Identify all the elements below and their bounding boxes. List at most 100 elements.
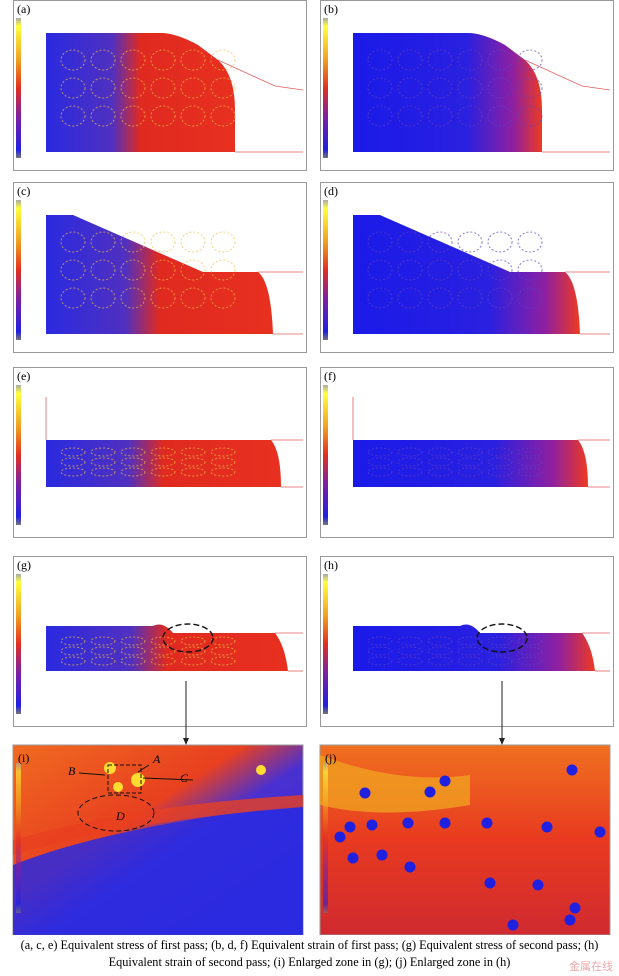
mesh-pattern — [397, 287, 423, 309]
mesh-pattern — [487, 77, 513, 99]
die-outline — [217, 59, 304, 91]
panel-label: (e) — [17, 369, 30, 383]
mesh-pattern — [180, 77, 206, 99]
mesh-pattern — [90, 231, 116, 253]
colorbar — [323, 574, 328, 714]
panel: (b) — [320, 0, 614, 171]
mesh-pattern — [180, 105, 206, 127]
mesh-pattern — [517, 231, 543, 253]
mesh-pattern — [397, 105, 423, 127]
mesh-pattern — [150, 656, 176, 666]
yellow-node — [113, 782, 123, 792]
colorbar — [323, 18, 328, 158]
mesh-pattern — [150, 467, 176, 477]
mesh-pattern — [210, 231, 236, 253]
mesh-pattern — [367, 457, 393, 467]
zoom-panel: (j) — [319, 744, 611, 935]
mesh-pattern — [427, 287, 453, 309]
mesh-pattern — [60, 447, 86, 457]
mesh-pattern — [517, 259, 543, 281]
box-a — [107, 764, 142, 794]
mesh-pattern — [210, 646, 236, 656]
mesh-pattern — [397, 77, 423, 99]
mesh-pattern — [457, 656, 483, 666]
workpiece — [46, 440, 281, 487]
mesh-pattern — [367, 231, 393, 253]
mesh-pattern — [457, 646, 483, 656]
mesh-pattern — [210, 77, 236, 99]
mesh-pattern — [457, 105, 483, 127]
mesh-pattern — [60, 287, 86, 309]
blue-node — [594, 826, 606, 838]
blue-node — [439, 775, 451, 787]
mesh-pattern — [457, 77, 483, 99]
mesh-pattern — [517, 49, 543, 71]
arrowhead — [183, 738, 189, 745]
mesh-pattern — [180, 646, 206, 656]
workpiece — [46, 33, 235, 152]
mesh-pattern — [60, 467, 86, 477]
mesh-pattern — [90, 49, 116, 71]
blue-node — [334, 831, 346, 843]
mesh-pattern — [457, 231, 483, 253]
mesh-pattern — [150, 646, 176, 656]
mesh-pattern — [120, 105, 146, 127]
mesh-pattern — [457, 447, 483, 457]
mesh-pattern — [150, 231, 176, 253]
mesh-pattern — [120, 636, 146, 646]
mesh-pattern — [427, 467, 453, 477]
mesh-pattern — [367, 259, 393, 281]
mesh-pattern — [427, 259, 453, 281]
mesh-pattern — [427, 105, 453, 127]
mesh-pattern — [367, 49, 393, 71]
mesh-pattern — [487, 231, 513, 253]
mesh-pattern — [427, 636, 453, 646]
mesh-pattern — [397, 447, 423, 457]
panel: (f) — [320, 367, 614, 538]
mesh-pattern — [367, 467, 393, 477]
mesh-pattern — [457, 457, 483, 467]
mesh-pattern — [517, 467, 543, 477]
mesh-pattern — [180, 636, 206, 646]
mesh-pattern — [180, 457, 206, 467]
colorbar — [16, 763, 21, 913]
mesh-pattern — [60, 259, 86, 281]
mesh-pattern — [457, 467, 483, 477]
mesh-pattern — [90, 467, 116, 477]
workpiece — [353, 33, 542, 152]
zoom-ellipse — [476, 623, 528, 653]
mesh-pattern — [487, 636, 513, 646]
mesh-pattern — [487, 467, 513, 477]
annotation: D — [115, 809, 125, 823]
mesh-pattern — [517, 105, 543, 127]
mesh-pattern — [90, 105, 116, 127]
mesh-pattern — [180, 287, 206, 309]
blue-node — [484, 877, 496, 889]
blue-node — [439, 817, 451, 829]
annotation: C — [180, 771, 189, 785]
mesh-pattern — [517, 77, 543, 99]
mesh-pattern — [210, 105, 236, 127]
mesh-pattern — [60, 77, 86, 99]
annotation: B — [68, 764, 76, 778]
mesh-pattern — [120, 77, 146, 99]
mesh-pattern — [367, 105, 393, 127]
blue-node — [481, 817, 493, 829]
mesh-pattern — [180, 49, 206, 71]
panel-label: (g) — [17, 558, 31, 572]
colorbar — [16, 18, 21, 158]
mesh-pattern — [120, 457, 146, 467]
blue-node — [344, 821, 356, 833]
workpiece — [353, 440, 588, 487]
mesh-pattern — [60, 231, 86, 253]
mesh-pattern — [457, 287, 483, 309]
panel: (g) — [13, 556, 307, 727]
panel-label: (i) — [18, 751, 29, 765]
mesh-pattern — [60, 656, 86, 666]
mesh-pattern — [517, 457, 543, 467]
mesh-pattern — [427, 49, 453, 71]
mesh-pattern — [210, 636, 236, 646]
colorbar — [16, 574, 21, 714]
arrowhead — [499, 738, 505, 745]
panels: (a) (b) (c) (d) (e) (f) (g) (h) A B C D (i) (j) — [12, 0, 614, 935]
